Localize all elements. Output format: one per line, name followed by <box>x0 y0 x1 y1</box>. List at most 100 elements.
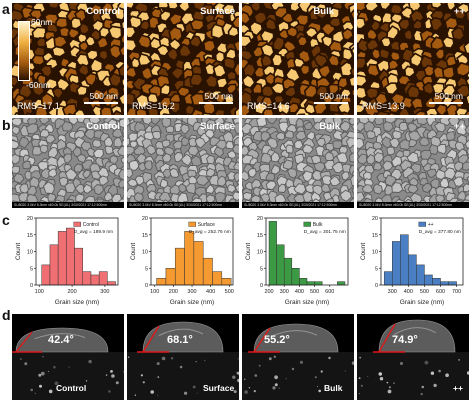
histogram-xlabel: Grain size (nm) <box>400 299 444 306</box>
histogram-xtick-label: 600 <box>325 289 334 295</box>
histogram-legend-label: Surface <box>198 222 215 228</box>
afm-scalebar <box>199 102 233 104</box>
histogram-bar <box>432 278 441 286</box>
histogram-xlabel: Grain size (nm) <box>285 299 329 306</box>
histogram-bar <box>408 254 417 286</box>
histogram-ytick-label: 5 <box>260 266 263 272</box>
contact-angle-value-bulk: 55.2° <box>264 334 290 346</box>
sem-label-control: Control <box>86 121 120 132</box>
histogram-bar <box>283 257 293 286</box>
histogram-bar <box>448 281 457 286</box>
histogram-bar <box>306 281 315 286</box>
histogram-annotation: D_avg = 301.75 nm <box>304 229 346 235</box>
contact-angle-value-control: 42.4° <box>48 334 74 346</box>
contact-angle-control: 42.4° Control <box>12 314 124 400</box>
histogram-ytick-label: 20 <box>372 216 378 222</box>
afm-scalebar-label: 500 nm <box>319 91 348 101</box>
histogram-xtick-label: 600 <box>436 289 445 295</box>
colorbar-max-label: 60nm <box>31 17 53 27</box>
histogram-annotation: D_avg = 252.76 nm <box>189 229 231 235</box>
histogram-bar <box>165 268 176 286</box>
panel-letter-c: c <box>2 212 10 228</box>
histogram-ytick-label: 15 <box>142 233 148 239</box>
histogram-bar <box>400 234 409 286</box>
contact-angle-label-control: Control <box>56 383 87 393</box>
histogram-xtick-label: 200 <box>169 289 178 295</box>
afm-row: 60nm -60nm Control RMS=17.1 500 nm Surfa… <box>12 3 469 115</box>
sem-image-control: Control SU8020 3.0kV 8.3mm x60.0k SE(UL)… <box>12 118 124 208</box>
histogram-xtick-label: 400 <box>404 289 413 295</box>
histogram-bar <box>383 271 393 286</box>
histogram-xtick-label: 300 <box>187 289 196 295</box>
histogram-xtick-label: 500 <box>225 289 234 295</box>
colorbar <box>18 21 30 81</box>
afm-rms-surface: RMS=16.2 <box>132 101 175 111</box>
histogram-bar <box>299 278 308 286</box>
sem-row: Control SU8020 3.0kV 8.3mm x60.0k SE(UL)… <box>12 118 469 208</box>
histogram-bar <box>49 244 59 286</box>
histogram-ytick-label: 20 <box>27 216 33 222</box>
histogram-legend-swatch <box>303 221 311 227</box>
histogram-bar <box>156 278 167 286</box>
histogram-bar <box>440 281 449 286</box>
histogram-xlabel: Grain size (nm) <box>170 299 214 306</box>
histogram-ytick-label: 15 <box>257 233 263 239</box>
histogram-ytick-label: 0 <box>375 283 378 289</box>
contact-angle-label-bulk: Bulk <box>324 383 343 393</box>
afm-image-control: 60nm -60nm Control RMS=17.1 500 nm <box>12 3 124 115</box>
sem-info-strip: SU8020 3.0kV 8.3mm x60.0k SE(UL) 3/30/20… <box>357 202 469 208</box>
histogram-xtick-label: 100 <box>35 289 44 295</box>
histogram-ytick-label: 10 <box>257 250 263 256</box>
histogram-ylabel: Count <box>360 243 367 261</box>
histogram-legend-label: ++ <box>428 222 434 228</box>
histogram-bar <box>82 271 92 286</box>
afm-scalebar <box>429 102 463 104</box>
histogram-bar <box>221 278 232 286</box>
sem-info-strip: SU8020 3.0kV 8.3mm x60.0k SE(UL) 3/30/20… <box>127 202 239 208</box>
histogram-bar <box>90 274 100 286</box>
histogram-xtick-label: 500 <box>420 289 429 295</box>
histogram-ytick-label: 15 <box>372 233 378 239</box>
contact-angle-row: 42.4° Control 68.1° Surface 55.2° Bulk 7… <box>12 314 469 400</box>
histogram-annotation: D_avg = 377.80 nm <box>419 229 461 235</box>
afm-rms-bulk: RMS=14.6 <box>247 101 290 111</box>
histogram-bar <box>184 231 195 286</box>
sem-info-strip: SU8020 3.0kV 8.3mm x60.0k SE(UL) 3/30/20… <box>12 202 124 208</box>
panel-letter-a: a <box>2 1 10 17</box>
histogram-ytick-label: 20 <box>142 216 148 222</box>
histogram-bar <box>202 257 213 286</box>
histogram-xtick-label: 700 <box>452 289 461 295</box>
histogram-xtick-label: 300 <box>100 289 109 295</box>
afm-rms-plusplus: RMS=13.9 <box>362 101 405 111</box>
histogram-bar <box>74 247 83 286</box>
contact-angle-plusplus: 74.9° ++ <box>357 314 469 400</box>
histogram-xtick-label: 200 <box>67 289 76 295</box>
afm-label-control: Control <box>86 6 120 17</box>
panel-letter-b: b <box>2 117 11 133</box>
histogram-legend-label: Control <box>83 222 99 228</box>
afm-image-surface: Surface RMS=16.2 500 nm <box>127 3 239 115</box>
afm-scalebar-label: 500 nm <box>89 91 118 101</box>
histogram-xtick-label: 500 <box>310 289 319 295</box>
histogram-bar <box>337 281 346 286</box>
contact-angle-surface: 68.1° Surface <box>127 314 239 400</box>
sem-label-plusplus: ++ <box>453 121 465 132</box>
histogram-legend-swatch <box>73 221 81 227</box>
histogram-surface: 100 200 300 400 500 0 5 10 15 20 Grain size (nm) Co… <box>130 216 234 306</box>
histogram-bar <box>107 281 116 286</box>
sem-info-strip: SU8020 3.0kV 8.3mm x60.0k SE(UL) 3/30/20… <box>242 202 354 208</box>
contact-angle-value-plusplus: 74.9° <box>392 334 418 346</box>
histogram-bar <box>392 241 401 286</box>
sem-label-surface: Surface <box>200 121 235 132</box>
panel-letter-d: d <box>2 307 11 323</box>
colorbar-min-label: -60nm <box>26 80 51 90</box>
histogram-ylabel: Count <box>15 243 22 261</box>
afm-rms-control: RMS=17.1 <box>17 101 60 111</box>
histogram-control: 100 200 300 0 5 10 15 20 Grain size (nm) Count Con… <box>15 216 119 306</box>
histogram-ytick-label: 0 <box>260 283 263 289</box>
histogram-ytick-label: 0 <box>30 283 33 289</box>
afm-image-plusplus: ++ RMS=13.9 500 nm <box>357 3 469 115</box>
histogram-ytick-label: 5 <box>30 266 33 272</box>
sem-label-bulk: Bulk <box>319 121 340 132</box>
histogram-bar <box>268 221 277 286</box>
